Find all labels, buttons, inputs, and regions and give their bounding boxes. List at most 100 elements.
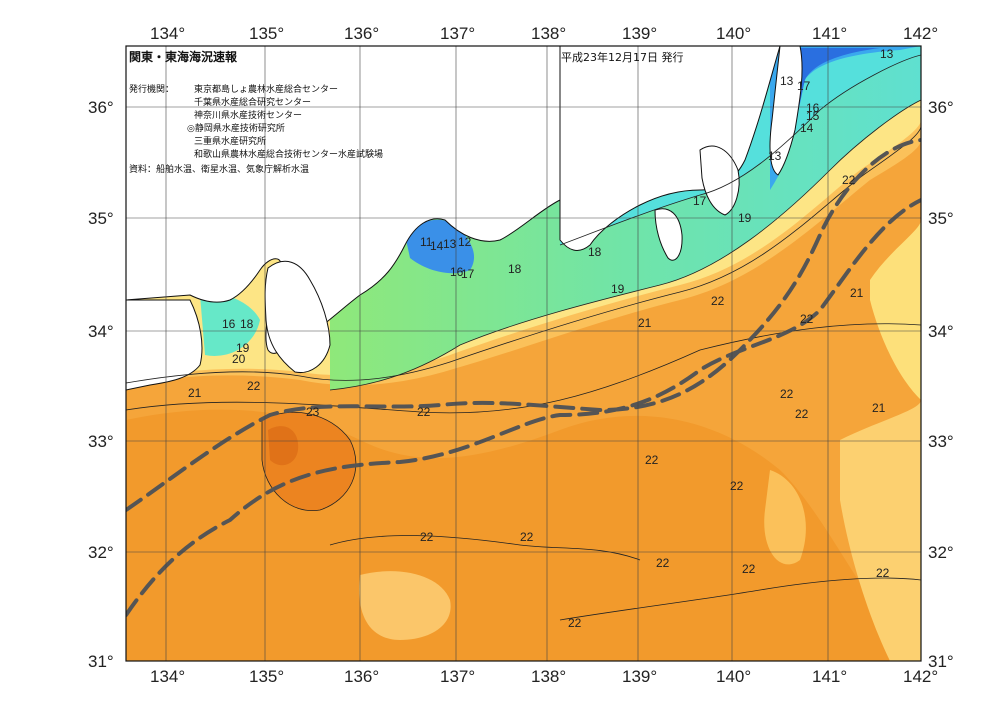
lon-tick-top: 139° (622, 24, 657, 43)
lon-tick-top: 140° (716, 24, 751, 43)
contour-label: 21 (850, 286, 864, 300)
isotherm-22-mid (329, 535, 641, 561)
lon-tick-bottom: 137° (440, 667, 475, 686)
contour-label: 22 (420, 530, 434, 544)
land-kanto-north (769, 46, 803, 176)
yellow-patch-east (870, 220, 921, 400)
contour-label: 17 (461, 267, 475, 281)
data-sources: 資料：船舶水温、衛星水温、気象庁解析水温 (129, 163, 309, 175)
issuer-label: 発行機関： (129, 83, 174, 95)
contour-label: 17 (693, 194, 707, 208)
land-shikoku (126, 299, 203, 391)
lon-tick-bottom: 141° (812, 667, 847, 686)
contour-label: 14 (430, 239, 444, 253)
contour-label: 19 (611, 282, 625, 296)
lat-tick-left: 35° (88, 209, 114, 228)
latitude-labels-left: 36° 35° 34° 33° 32° 31° (88, 98, 114, 671)
lon-tick-bottom: 135° (249, 667, 284, 686)
contour-label: 13 (780, 74, 794, 88)
isotherm-17 (559, 54, 921, 246)
lon-tick-top: 141° (812, 24, 847, 43)
contour-label: 21 (188, 386, 202, 400)
contour-label: 20 (232, 352, 246, 366)
kii-channel-water (200, 293, 260, 356)
lon-tick-bottom: 140° (716, 667, 751, 686)
latitude-labels-right: 36° 35° 34° 33° 32° 31° (928, 98, 954, 671)
lon-tick-bottom: 136° (344, 667, 379, 686)
lat-tick-right: 31° (928, 652, 954, 671)
contour-label: 21 (638, 316, 652, 330)
contour-label: 23 (306, 405, 320, 419)
map-title: 関東・東海海況速報 (129, 49, 238, 64)
cold-water-core (780, 48, 880, 160)
land-tokai (559, 46, 781, 251)
contour-label: 13 (880, 47, 894, 61)
contour-label: 21 (872, 401, 886, 415)
issuer-5: 三重県水産研究所 (194, 135, 266, 147)
contour-label: 22 (568, 616, 582, 630)
light-patch-east (840, 400, 921, 661)
contour-label: 16 (222, 317, 236, 331)
lat-tick-left: 33° (88, 432, 114, 451)
isotherm-22-south (559, 577, 921, 621)
lat-tick-left: 34° (88, 322, 114, 341)
issuer-2: 千葉県水産総合研究センター (194, 96, 311, 108)
contour-label: 13 (768, 149, 782, 163)
land-izu-peninsula (654, 208, 683, 261)
contour-label: 16 (806, 101, 820, 115)
light-patch (359, 571, 451, 640)
contour-label: 22 (730, 479, 744, 493)
contour-label: 22 (795, 407, 809, 421)
lat-tick-left: 36° (88, 98, 114, 117)
contour-label: 18 (240, 317, 254, 331)
contour-label: 11 (420, 235, 433, 249)
warm-core-center (268, 426, 299, 466)
lon-tick-top: 138° (531, 24, 566, 43)
contour-label: 19 (738, 211, 752, 225)
contour-label: 22 (780, 387, 794, 401)
contour-label: 15 (806, 109, 820, 123)
longitude-labels-bottom: 134° 135° 136° 137° 138° 139° 140° 141° … (150, 667, 938, 686)
contour-label: 22 (520, 530, 534, 544)
ise-bay-water (405, 219, 475, 274)
isotherm-value-labels: 13 13 17 16 15 14 13 22 17 19 11 14 13 1… (188, 47, 894, 630)
lon-tick-top: 134° (150, 24, 185, 43)
land-boso-peninsula (699, 145, 740, 216)
lat-tick-left: 31° (88, 652, 114, 671)
contour-label: 22 (417, 405, 431, 419)
issue-date: 平成23年12月17日 発行 (561, 50, 684, 64)
issuer-6: 和歌山県農林水産総合技術センター水産試験場 (194, 148, 383, 160)
contour-label: 22 (742, 562, 756, 576)
contour-label: 22 (645, 453, 659, 467)
lat-tick-right: 34° (928, 322, 954, 341)
lon-tick-top: 135° (249, 24, 284, 43)
contour-label: 12 (458, 235, 472, 249)
kuroshio-axis (126, 138, 921, 617)
issuer-4: ◎静岡県水産技術研究所 (187, 122, 285, 134)
contour-label: 18 (508, 262, 522, 276)
lat-tick-left: 32° (88, 543, 114, 562)
contour-label: 22 (711, 294, 725, 308)
lon-tick-bottom: 138° (531, 667, 566, 686)
lon-tick-bottom: 139° (622, 667, 657, 686)
isotherm-23 (261, 411, 357, 512)
issuer-1: 東京都島しょ農林水産総合センター (194, 83, 338, 95)
lat-tick-right: 33° (928, 432, 954, 451)
kuroshio-north-edge (126, 138, 921, 512)
longitude-labels-top: 134° 135° 136° 137° 138° 139° 140° 141° … (150, 24, 938, 43)
lon-tick-bottom: 134° (150, 667, 185, 686)
contour-label: 22 (876, 566, 890, 580)
plot-frame (125, 45, 922, 662)
land (126, 46, 803, 391)
contour-label: 22 (656, 556, 670, 570)
contour-label: 14 (800, 121, 814, 135)
lat-tick-right: 36° (928, 98, 954, 117)
contour-label: 22 (842, 173, 856, 187)
lon-tick-top: 136° (344, 24, 379, 43)
kuroshio-south-edge (126, 198, 921, 617)
contour-label: 22 (800, 312, 814, 326)
lon-tick-bottom: 142° (903, 667, 938, 686)
lon-tick-top: 137° (440, 24, 475, 43)
contour-label: 18 (588, 245, 602, 259)
